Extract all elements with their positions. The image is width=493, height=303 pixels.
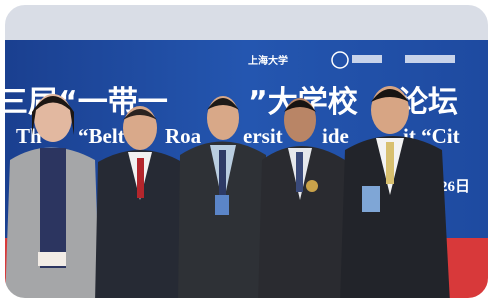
title-en: ersit [243,124,283,148]
page: {"banner": {"logo": "上海大学", "title_zh_pa… [0,0,493,303]
logo-text: 上海大学 [248,54,288,67]
title-en: Roa [165,124,202,148]
ceiling [0,0,493,40]
date: 26日 [440,178,470,195]
scene: 上海大学 三届“一带一 ”大学校 论坛 Th “Belt Roa ersit i… [0,0,493,303]
photo: 上海大学 三届“一带一 ”大学校 论坛 Th “Belt Roa ersit i… [0,0,493,303]
logo-mark [405,55,455,63]
title-en: “Belt [78,124,125,148]
title-en: ide [322,124,349,148]
logo-mark [352,55,382,63]
